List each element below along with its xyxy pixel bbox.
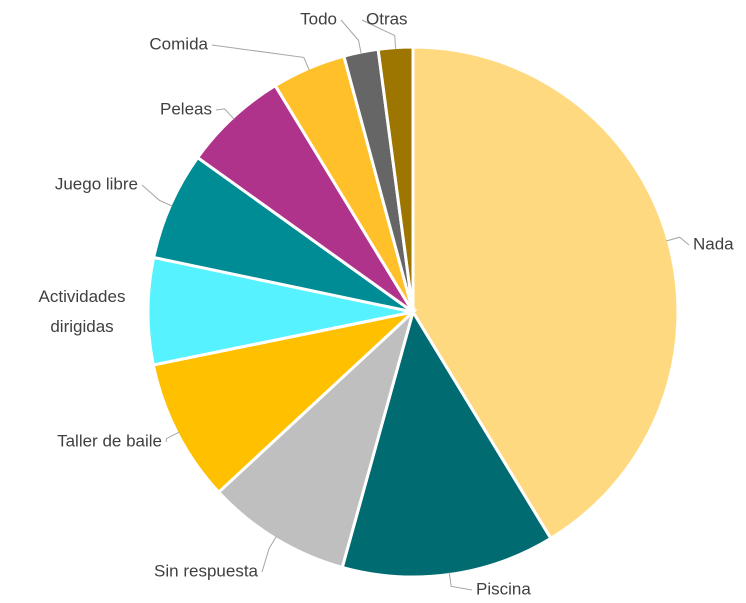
- data-label: Nada: [693, 234, 734, 253]
- data-label: Peleas: [160, 99, 212, 118]
- leader-line: [215, 108, 235, 120]
- data-label: Juego libre: [55, 174, 138, 193]
- leader-line: [340, 19, 362, 55]
- data-label: Piscina: [476, 579, 531, 598]
- leader-line: [261, 536, 277, 573]
- data-label: Comida: [149, 34, 208, 53]
- data-label-line: Actividades: [39, 287, 126, 306]
- data-label-line: dirigidas: [50, 317, 113, 336]
- data-label: Taller de baile: [57, 431, 162, 450]
- leader-line: [448, 572, 473, 591]
- leader-line: [211, 44, 310, 71]
- data-label: Sin respuesta: [154, 561, 258, 580]
- leader-line: [361, 19, 397, 50]
- data-label: Actividades dirigidas: [39, 287, 126, 336]
- leader-line: [141, 184, 173, 207]
- data-label: Otras: [366, 9, 408, 28]
- data-label: Todo: [300, 9, 337, 28]
- leader-line: [666, 236, 690, 246]
- leader-line: [165, 431, 180, 443]
